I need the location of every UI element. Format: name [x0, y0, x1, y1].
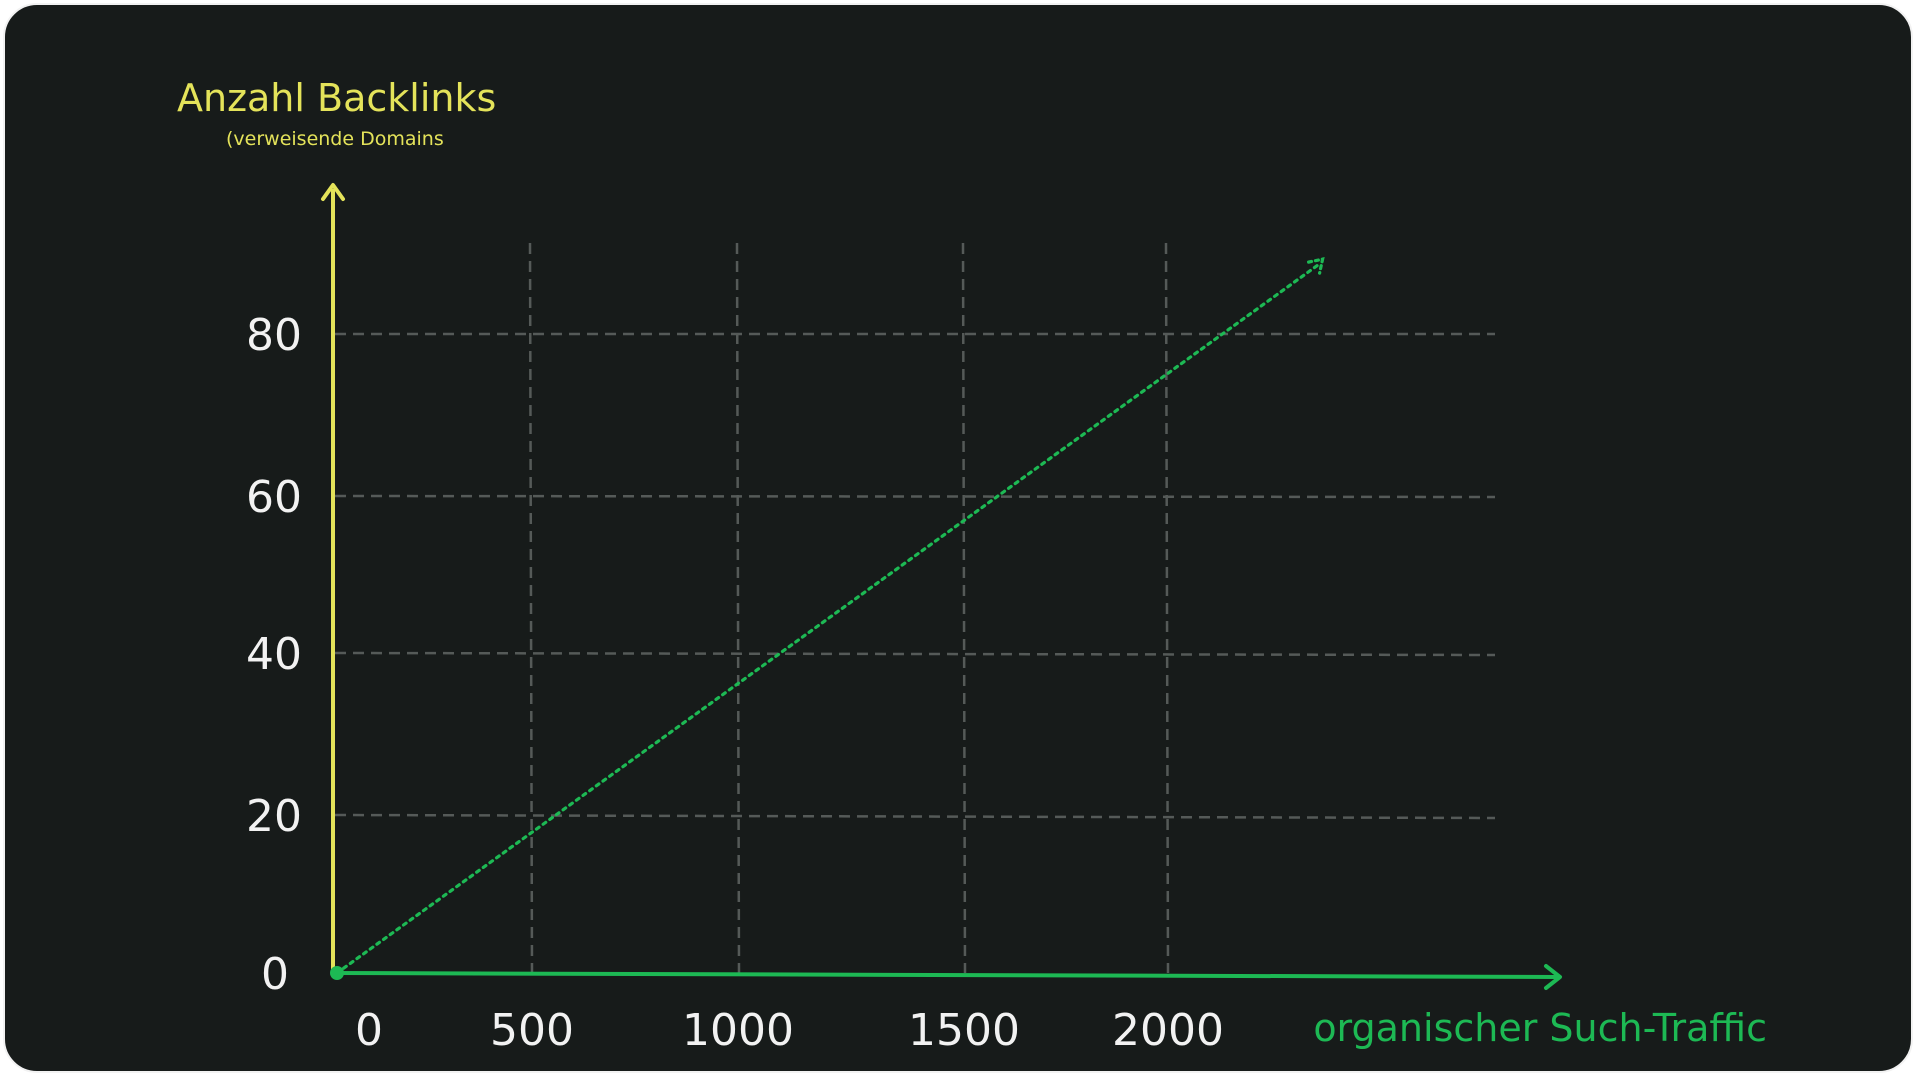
grid: [334, 242, 1496, 974]
x-axis-arrowhead: [1544, 964, 1562, 990]
y-axis-arrowhead: [321, 183, 345, 201]
x-axis-line: [332, 971, 1559, 979]
y-tick-label: 80: [246, 310, 302, 361]
y-axis-title: Anzahl Backlinks: [177, 76, 496, 120]
x-tick-label: 1000: [682, 1005, 794, 1056]
chart-card: 0 500 1000 1500 2000 0 20 40 60 80 Anzahl Backlin…: [3, 3, 1913, 1073]
x-tick-label: 0: [355, 1005, 383, 1056]
grid-line-h: [334, 494, 1496, 499]
y-axis-subtitle: (verweisende Domains: [226, 128, 444, 150]
grid-line-h: [334, 813, 1496, 820]
grid-line-v: [1164, 242, 1170, 974]
y-tick-label: 20: [246, 791, 302, 842]
y-tick-label: 0: [261, 949, 289, 1000]
grid-line-v: [735, 242, 741, 974]
trend-arrowhead: [1306, 257, 1325, 275]
y-tick-label: 40: [246, 629, 302, 680]
grid-line-v: [961, 242, 967, 974]
tick-labels: 0 500 1000 1500 2000 0 20 40 60 80: [246, 310, 1224, 1056]
x-tick-label: 500: [490, 1005, 574, 1056]
y-tick-label: 60: [246, 472, 302, 523]
axis-labels: Anzahl Backlinks (verweisende Domains or…: [177, 76, 1767, 1050]
x-axis-title: organischer Such-Traffic: [1313, 1006, 1767, 1050]
grid-line-h: [334, 651, 1496, 657]
grid-line-v: [528, 242, 534, 974]
chart-svg: 0 500 1000 1500 2000 0 20 40 60 80 Anzahl Backlin…: [177, 76, 1767, 1056]
trend-line-group: [335, 257, 1325, 975]
axes: [321, 183, 1562, 990]
trend-line: [335, 261, 1323, 975]
x-tick-label: 2000: [1112, 1005, 1224, 1056]
x-tick-label: 1500: [908, 1005, 1020, 1056]
